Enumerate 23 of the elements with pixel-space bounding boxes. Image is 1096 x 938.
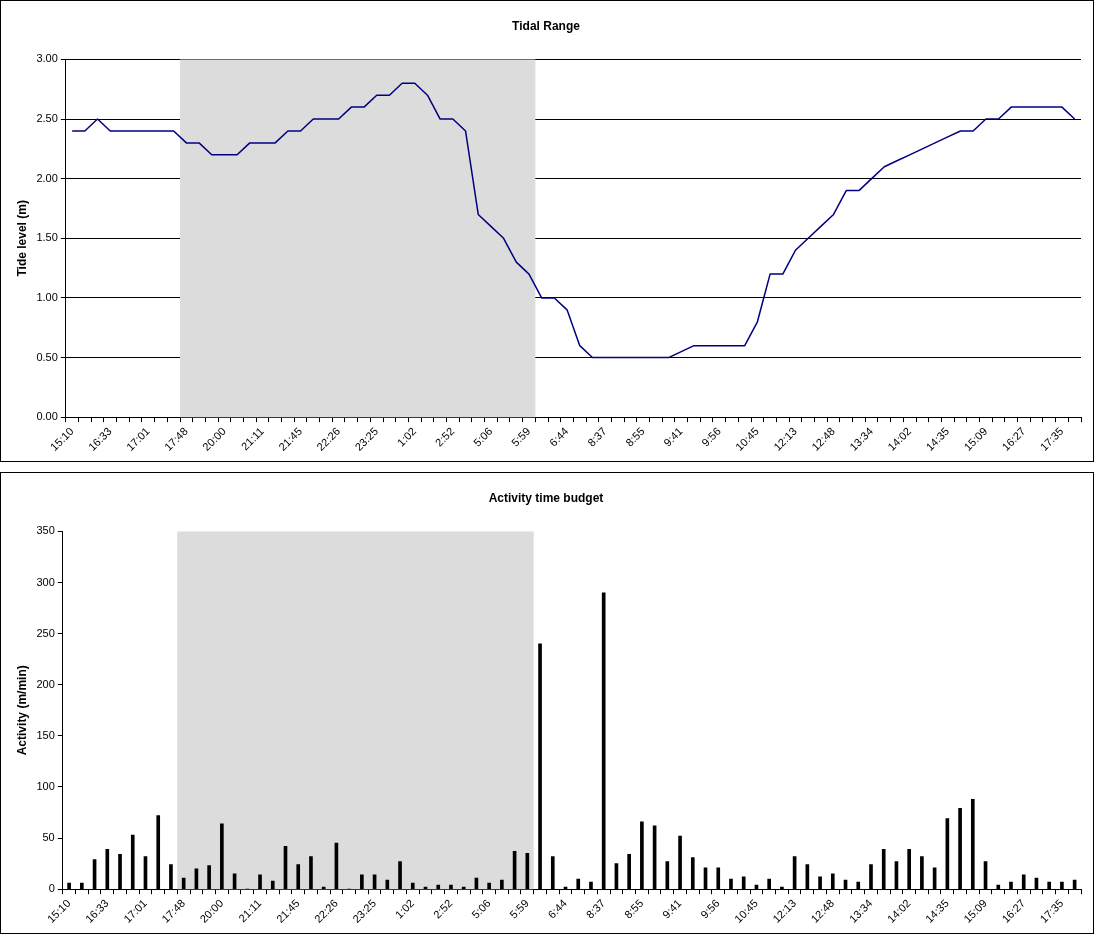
x-tick-label: 9:41: [659, 896, 684, 921]
y-tick-label: 0.00: [36, 410, 58, 423]
y-tick-label: 200: [36, 677, 55, 690]
x-tick-label: 9:41: [661, 424, 685, 449]
y-tick-label: 0: [48, 882, 55, 895]
y-axis-title: Activity (m/min): [14, 665, 29, 756]
y-tick-label: 100: [36, 780, 55, 792]
y-axis-title: Tide level (m): [14, 200, 29, 277]
chart-title: Activity time budget: [488, 490, 604, 505]
x-tick-label: 5:59: [508, 424, 533, 449]
y-tick-label: 300: [36, 575, 55, 588]
y-tick-label: 0.50: [36, 350, 58, 363]
y-tick-label: 2.50: [36, 112, 58, 125]
chart-title: Tidal Range: [512, 18, 581, 33]
y-tick-label: 50: [42, 831, 55, 844]
y-tick-label: 1.00: [36, 290, 58, 303]
y-tick-label: 350: [36, 524, 55, 537]
y-tick-label: 3.00: [36, 52, 58, 65]
y-tick-label: 150: [36, 728, 55, 741]
y-tick-label: 1.50: [36, 231, 58, 244]
y-tick-label: 250: [36, 626, 55, 639]
y-tick-label: 2.00: [36, 171, 58, 184]
x-tick-label: 5:59: [507, 896, 531, 921]
